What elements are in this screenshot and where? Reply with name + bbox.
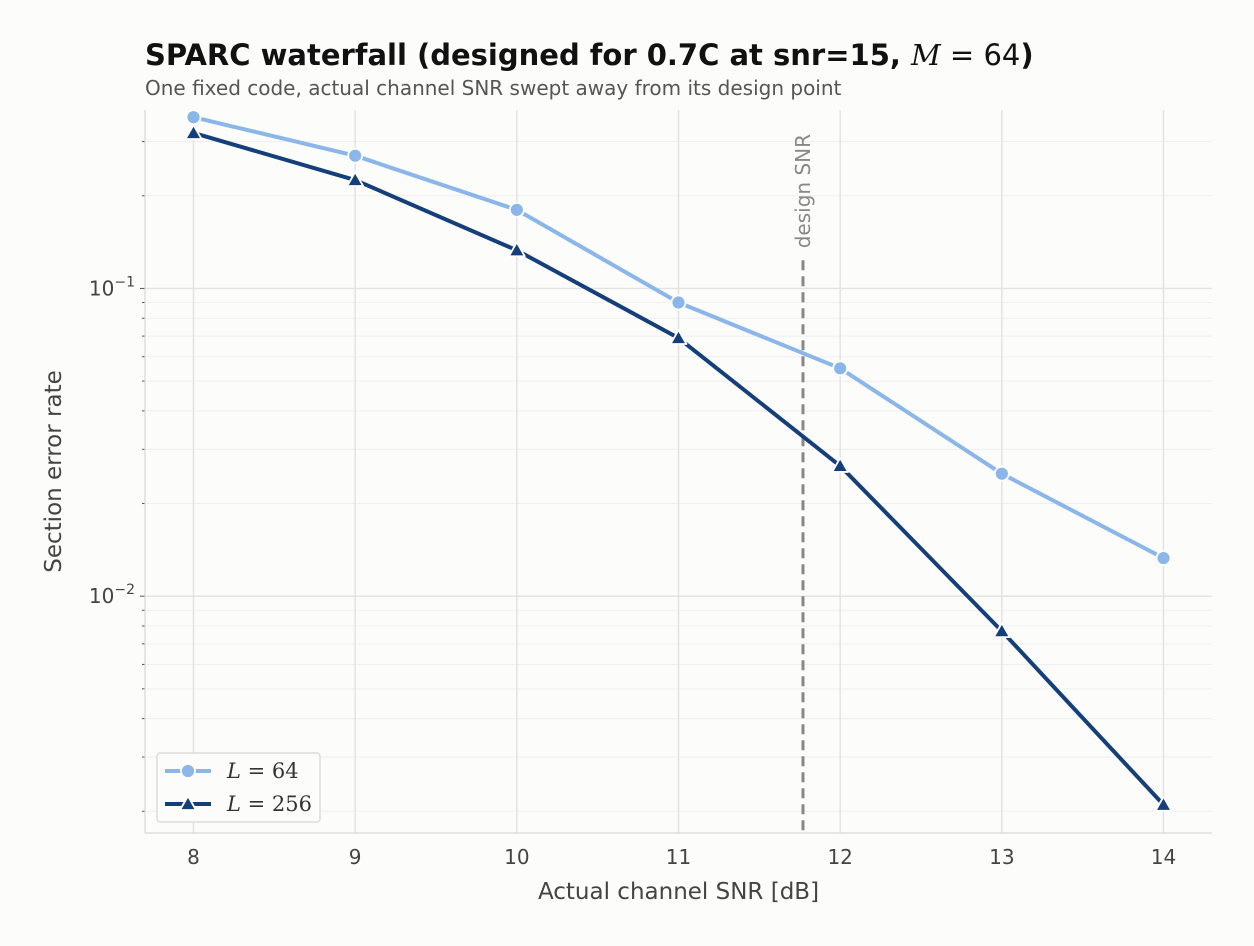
legend-entry-label: L = 64 (226, 759, 299, 783)
y-tick-label: 10−1 (89, 274, 135, 300)
x-tick-label: 14 (1151, 845, 1176, 869)
y-axis-label: Section error rate (41, 370, 67, 572)
x-tick-label: 13 (989, 845, 1014, 869)
chart-title-math-eq: = 64 (940, 38, 1021, 72)
x-axis-label: Actual channel SNR [dB] (538, 879, 819, 905)
chart-title-text: SPARC waterfall (designed for 0.7C at sn… (145, 38, 911, 72)
data-point-l256 (669, 329, 688, 345)
data-point-l256 (831, 457, 850, 473)
design-snr-annotation: design SNR (791, 134, 815, 833)
x-tick-label: 10 (504, 845, 529, 869)
data-point-l64 (832, 360, 849, 377)
legend-entry-label: L = 256 (226, 792, 312, 816)
x-tick-label: 8 (187, 845, 200, 869)
x-tick-label: 9 (349, 845, 362, 869)
x-tick-label: 12 (827, 845, 852, 869)
data-point-l64 (993, 465, 1010, 482)
chart-subtitle: One fixed code, actual channel SNR swept… (145, 76, 842, 100)
chart-title: SPARC waterfall (designed for 0.7C at sn… (145, 38, 1034, 72)
data-point-l64 (347, 147, 364, 164)
grid (145, 110, 1212, 833)
data-point-l256 (346, 171, 365, 187)
legend: L = 64 L = 256 (156, 752, 321, 823)
legend-marker (179, 795, 197, 811)
data-point-l64 (670, 294, 687, 311)
tick-labels: 10−1 10−2 8 9 10 11 12 13 14 (89, 274, 1176, 869)
y-tick-label: 10−2 (89, 582, 135, 608)
chart-title-suffix: ) (1020, 38, 1034, 72)
data-point-l256 (1154, 795, 1173, 812)
chart-title-math-var: M (911, 38, 941, 72)
data-point-l64 (185, 109, 202, 126)
series-group (184, 109, 1173, 812)
data-point-l256 (507, 241, 526, 258)
x-tick-label: 11 (666, 845, 691, 869)
axes (140, 110, 1212, 834)
design-snr-label: design SNR (791, 134, 815, 248)
legend-marker (180, 763, 196, 779)
data-point-l256 (184, 124, 203, 140)
data-point-l64 (508, 201, 525, 218)
data-point-l256 (992, 622, 1011, 639)
data-point-l64 (1155, 550, 1172, 566)
